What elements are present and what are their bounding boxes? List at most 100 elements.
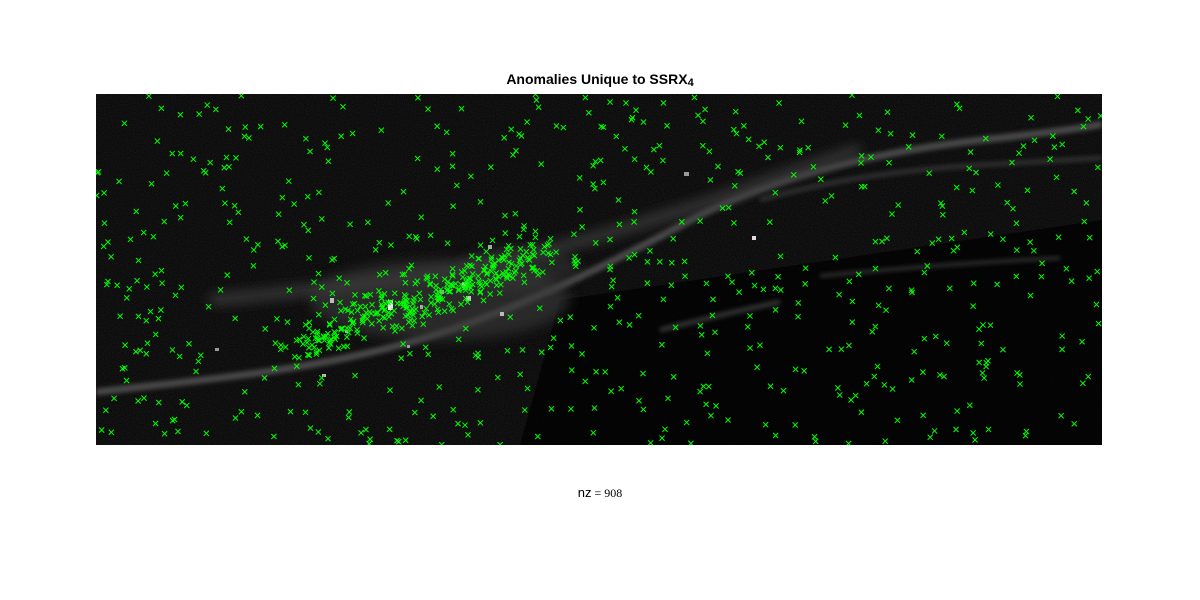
anomaly-marker xyxy=(801,367,808,374)
anomaly-marker xyxy=(318,284,325,290)
anomaly-marker xyxy=(1030,247,1037,254)
anomaly-marker xyxy=(668,282,675,289)
anomaly-marker xyxy=(477,198,484,205)
anomaly-marker xyxy=(926,170,933,177)
anomaly-marker xyxy=(372,246,379,253)
anomaly-marker xyxy=(647,169,654,175)
anomaly-marker xyxy=(608,283,615,290)
anomaly-marker xyxy=(275,238,281,245)
anomaly-marker xyxy=(644,258,651,265)
anomaly-marker xyxy=(765,154,771,161)
anomaly-marker xyxy=(477,288,484,295)
anomaly-marker xyxy=(428,299,434,306)
anomaly-marker xyxy=(939,211,946,218)
anomaly-marker xyxy=(568,405,574,412)
anomaly-marker xyxy=(948,235,955,242)
anomaly-marker xyxy=(401,271,408,278)
anomaly-marker xyxy=(846,278,853,285)
anomaly-marker xyxy=(987,322,994,329)
anomaly-marker xyxy=(274,315,280,322)
anomaly-marker xyxy=(772,189,779,196)
anomaly-marker xyxy=(385,200,392,206)
anomaly-marker xyxy=(858,159,864,166)
anomaly-marker xyxy=(326,339,333,346)
anomaly-marker xyxy=(333,333,340,340)
anomaly-marker xyxy=(96,192,100,199)
anomaly-marker xyxy=(420,321,427,328)
anomaly-marker xyxy=(340,103,346,110)
anomaly-marker xyxy=(302,409,309,416)
anomaly-marker xyxy=(330,95,337,102)
anomaly-marker xyxy=(1049,133,1056,140)
anomaly-marker xyxy=(449,150,456,157)
anomaly-marker xyxy=(592,239,599,246)
anomaly-marker xyxy=(796,147,803,154)
anomaly-marker xyxy=(1063,265,1070,272)
anomaly-marker xyxy=(931,427,938,434)
anomaly-marker xyxy=(1020,143,1027,150)
anomaly-marker xyxy=(152,271,159,278)
anomaly-marker xyxy=(999,236,1006,243)
anomaly-marker xyxy=(640,370,646,377)
anomaly-marker xyxy=(698,331,705,338)
anomaly-marker xyxy=(541,243,548,250)
anomaly-marker xyxy=(970,430,977,436)
anomaly-marker xyxy=(455,287,462,294)
anomaly-marker xyxy=(908,377,915,383)
anomaly-marker xyxy=(777,144,784,151)
anomaly-marker xyxy=(307,148,314,155)
anomaly-marker xyxy=(777,253,784,260)
anomaly-marker xyxy=(279,194,286,201)
anomaly-marker xyxy=(358,429,365,436)
anomaly-marker xyxy=(882,438,889,445)
anomaly-marker xyxy=(367,291,374,298)
anomaly-marker xyxy=(550,335,557,342)
anomaly-marker xyxy=(868,154,874,160)
anomaly-marker xyxy=(382,269,389,276)
anomaly-marker xyxy=(973,169,979,176)
anomaly-marker xyxy=(233,154,239,161)
anomaly-marker xyxy=(702,106,709,113)
anomaly-marker xyxy=(660,296,667,303)
anomaly-marker xyxy=(351,300,358,307)
anomaly-marker xyxy=(134,277,141,284)
anomaly-marker xyxy=(338,325,345,332)
anomaly-marker xyxy=(186,340,192,347)
anomaly-marker xyxy=(431,301,438,307)
anomaly-marker xyxy=(387,387,393,394)
anomaly-marker xyxy=(795,313,801,320)
anomaly-marker xyxy=(548,405,555,412)
anomaly-marker xyxy=(435,309,442,316)
anomaly-marker xyxy=(929,240,936,247)
anomaly-marker xyxy=(983,363,990,370)
anomaly-marker xyxy=(747,345,754,351)
anomaly-marker xyxy=(140,229,147,236)
anomaly-marker xyxy=(811,433,818,440)
anomaly-marker xyxy=(736,289,743,296)
anomaly-marker xyxy=(1013,247,1020,254)
anomaly-marker xyxy=(143,284,150,290)
anomaly-marker xyxy=(315,189,322,196)
anomaly-marker xyxy=(449,163,456,170)
anomaly-marker xyxy=(466,275,473,282)
anomaly-marker xyxy=(636,397,642,404)
anomaly-marker xyxy=(557,317,564,324)
anomaly-marker xyxy=(324,330,331,337)
anomaly-marker xyxy=(226,219,233,226)
anomaly-marker xyxy=(172,292,179,299)
anomaly-marker xyxy=(1085,116,1092,122)
anomaly-marker xyxy=(855,271,862,278)
anomaly-marker xyxy=(531,252,538,259)
anomaly-marker xyxy=(633,107,639,114)
anomaly-marker xyxy=(615,196,622,203)
anomaly-marker xyxy=(145,94,152,100)
anomaly-marker xyxy=(467,275,474,282)
anomaly-marker xyxy=(455,336,462,343)
anomaly-marker xyxy=(177,150,184,157)
anomaly-marker xyxy=(376,317,383,324)
anomaly-marker xyxy=(519,346,526,353)
anomaly-marker xyxy=(462,422,468,429)
anomaly-marker xyxy=(874,363,881,370)
anomaly-marker xyxy=(359,317,366,324)
anomaly-marker xyxy=(291,353,298,360)
